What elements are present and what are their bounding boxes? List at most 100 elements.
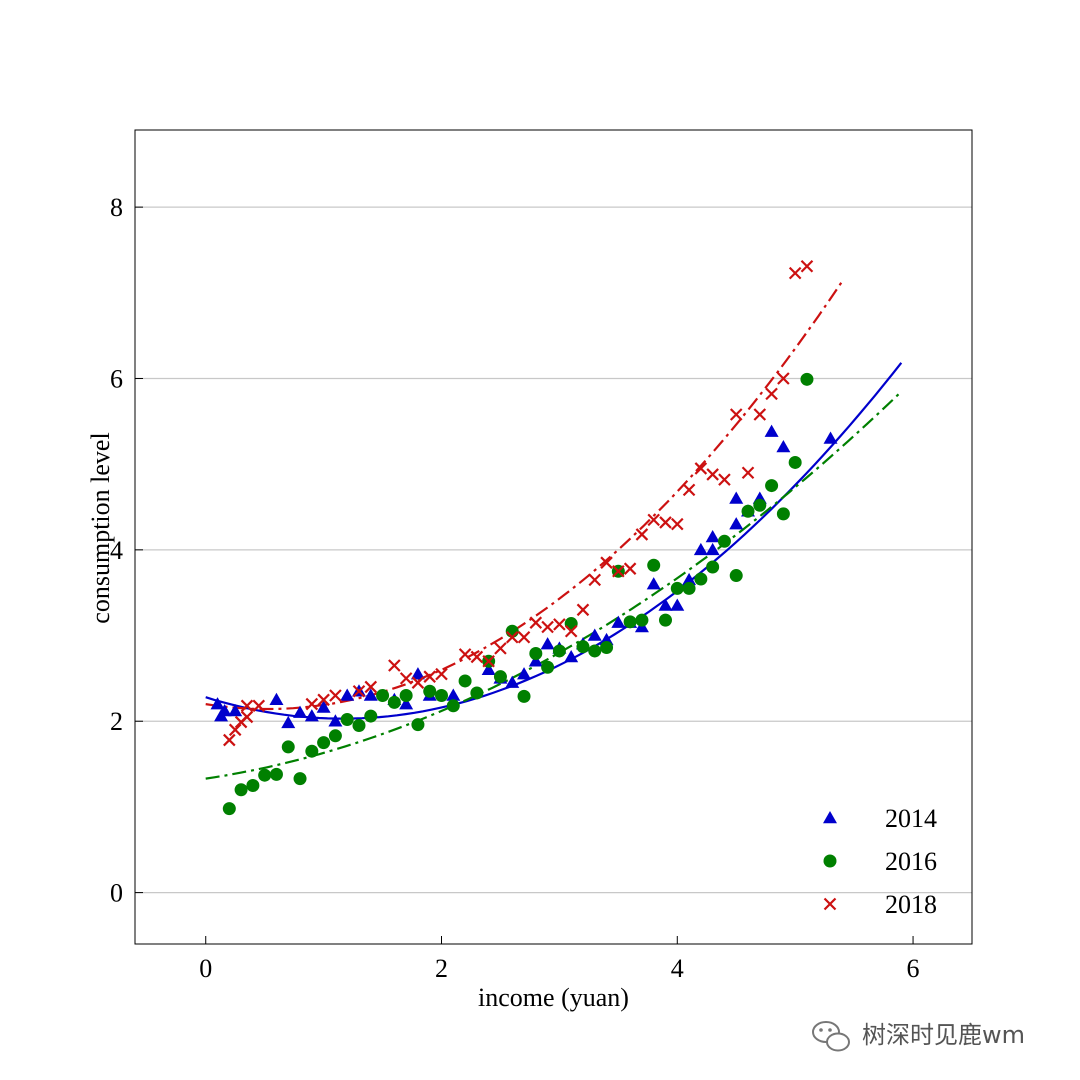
fit-curves <box>205 280 903 780</box>
point-2018 <box>623 562 637 575</box>
point-2018 <box>541 620 554 634</box>
point-2018 <box>765 387 778 401</box>
y-tick-label: 8 <box>110 193 123 222</box>
point-2016 <box>600 641 614 655</box>
point-2018 <box>388 659 401 672</box>
x-marker-stroke <box>564 624 578 638</box>
point-2016 <box>588 644 602 658</box>
x-marker-stroke <box>494 642 507 655</box>
point-2016 <box>435 689 449 703</box>
point-2016 <box>529 647 543 661</box>
point-2014 <box>528 654 543 667</box>
legend-marker-2018 <box>823 897 837 911</box>
point-2018 <box>240 699 254 713</box>
point-2016 <box>552 644 566 658</box>
x-marker-stroke <box>729 408 743 421</box>
x-tick-label: 2 <box>435 954 448 983</box>
x-marker-stroke <box>600 556 613 569</box>
point-2014 <box>823 431 838 444</box>
point-2014 <box>764 424 779 437</box>
wechat-icon <box>812 1021 850 1052</box>
fit-curve-2016 <box>205 390 903 780</box>
point-2016 <box>706 560 720 574</box>
point-2016 <box>340 713 354 727</box>
x-marker-stroke <box>423 670 436 683</box>
point-2016 <box>765 479 779 493</box>
point-2018 <box>435 667 448 681</box>
point-2016 <box>293 772 307 786</box>
x-marker-stroke <box>647 513 660 527</box>
x-marker-stroke <box>788 266 802 280</box>
point-2014 <box>517 667 532 680</box>
point-2014 <box>363 688 378 701</box>
point-2016 <box>423 684 437 698</box>
x-marker-stroke <box>635 528 649 541</box>
point-2018 <box>517 630 531 644</box>
point-2014 <box>293 705 308 718</box>
point-2016 <box>517 689 531 703</box>
point-2014 <box>269 692 284 706</box>
point-2018 <box>741 466 755 480</box>
point-2018 <box>364 680 378 694</box>
x-marker-stroke <box>223 733 236 747</box>
x-marker-stroke <box>240 710 254 724</box>
point-2014 <box>587 628 602 641</box>
point-2016 <box>222 802 236 816</box>
point-2018 <box>411 676 425 689</box>
data-points <box>210 259 838 816</box>
point-2016 <box>800 372 814 386</box>
x-marker-stroke <box>399 672 413 685</box>
point-2014 <box>670 598 685 611</box>
point-2016 <box>364 709 378 723</box>
point-2014 <box>316 700 331 713</box>
x-marker-stroke <box>240 699 254 713</box>
point-2016 <box>317 736 331 750</box>
point-2016 <box>376 689 390 703</box>
point-2018 <box>635 528 649 541</box>
point-2014 <box>729 517 744 530</box>
point-2018 <box>470 650 484 664</box>
x-marker-stroke <box>541 620 554 634</box>
point-2016 <box>446 699 460 713</box>
point-2018 <box>228 723 242 737</box>
x-marker-stroke <box>576 603 590 617</box>
legend-label-2018: 2018 <box>885 890 937 919</box>
point-2014 <box>646 577 661 590</box>
plot-frame <box>134 129 973 945</box>
point-2014 <box>217 703 232 717</box>
point-2016 <box>246 778 260 792</box>
point-2014 <box>776 440 791 453</box>
point-2018 <box>671 517 684 531</box>
point-2018 <box>482 654 495 668</box>
point-2014 <box>611 615 626 628</box>
point-2018 <box>647 513 660 527</box>
point-2016 <box>729 569 743 583</box>
x-tick-label: 6 <box>907 954 920 983</box>
point-2016 <box>717 534 731 548</box>
y-axis-label: consumption level <box>86 432 115 623</box>
point-2014 <box>693 542 708 556</box>
point-2018 <box>788 266 802 280</box>
point-2016 <box>541 660 555 674</box>
point-2016 <box>352 719 366 733</box>
point-2014 <box>599 632 614 646</box>
x-marker-stroke <box>612 564 625 578</box>
x-marker-stroke <box>529 616 543 629</box>
x-marker-stroke <box>317 693 330 707</box>
y-tick-label: 4 <box>110 536 123 565</box>
point-2018 <box>240 710 254 724</box>
x-marker-stroke <box>458 648 472 661</box>
legend-label-2014: 2014 <box>885 804 937 833</box>
point-2014 <box>210 697 225 710</box>
legend: 2014 2016 2018 <box>823 804 937 919</box>
legend-marker-2016 <box>823 854 837 868</box>
point-2018 <box>317 693 330 707</box>
point-2016 <box>753 498 767 512</box>
y-tick-label: 2 <box>110 707 123 736</box>
point-2018 <box>458 648 472 661</box>
point-2018 <box>553 618 566 631</box>
x-marker-stroke <box>517 630 531 644</box>
y-tick-label: 0 <box>110 879 123 908</box>
point-2014 <box>340 688 355 701</box>
x-tick-label: 4 <box>671 954 684 983</box>
